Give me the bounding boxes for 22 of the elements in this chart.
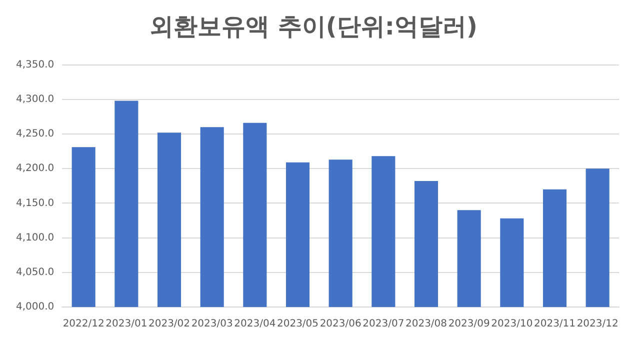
x-tick-label: 2023/07 bbox=[362, 318, 404, 330]
y-tick-label: 4,100.0 bbox=[16, 232, 54, 244]
x-tick-label: 2023/01 bbox=[106, 318, 148, 330]
y-tick-label: 4,050.0 bbox=[16, 266, 54, 278]
y-tick-label: 4,150.0 bbox=[16, 198, 54, 209]
x-tick-label: 2023/11 bbox=[534, 318, 576, 330]
x-tick-label: 2023/04 bbox=[234, 318, 276, 330]
x-tick-label: 2023/09 bbox=[448, 318, 490, 330]
x-tick-label: 2023/03 bbox=[191, 318, 233, 330]
x-tick-label: 2023/10 bbox=[491, 318, 533, 330]
x-tick-label: 2023/02 bbox=[148, 318, 190, 330]
chart-title: 외환보유액 추이(단위:억달러) bbox=[150, 12, 478, 41]
y-tick-label: 4,250.0 bbox=[16, 128, 54, 140]
y-tick-label: 4,300.0 bbox=[16, 94, 54, 105]
y-tick-label: 4,350.0 bbox=[16, 59, 54, 70]
x-tick-label: 2023/06 bbox=[320, 318, 362, 330]
x-tick-label: 2023/08 bbox=[405, 318, 448, 330]
y-tick-label: 4,000.0 bbox=[16, 302, 54, 313]
x-tick-label: 2023/12 bbox=[576, 318, 618, 330]
x-tick-label: 2023/05 bbox=[276, 318, 319, 330]
y-tick-label: 4,200.0 bbox=[16, 163, 54, 174]
x-tick-label: 2022/12 bbox=[62, 318, 104, 330]
